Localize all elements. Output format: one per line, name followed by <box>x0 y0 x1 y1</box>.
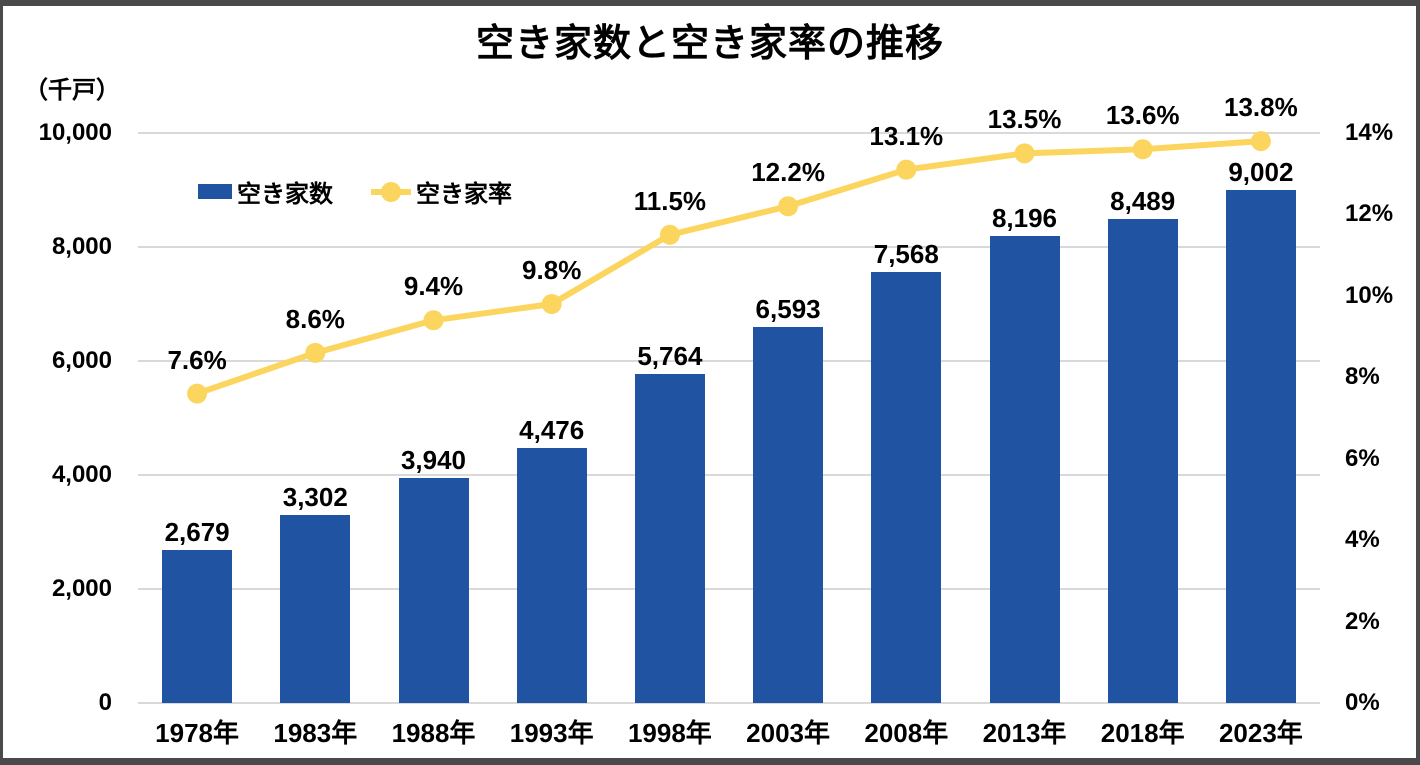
line-point <box>1132 139 1153 160</box>
bar <box>1225 189 1296 703</box>
legend-label-vacancy-rate: 空き家率 <box>416 181 512 208</box>
bar-value-label: 2,679 <box>164 517 230 548</box>
legend-item-vacancy-rate: 空き家率 <box>371 174 512 209</box>
y-axis-tick-label-left: 0 <box>98 689 112 716</box>
x-axis-tick-label: 2003年 <box>746 718 831 748</box>
line-point <box>187 383 208 404</box>
legend-item-vacant-count: 空き家数 <box>198 174 333 209</box>
legend: 空き家数 空き家率 <box>198 174 512 209</box>
chart-title: 空き家数と空き家率の推移 <box>475 23 944 65</box>
line-point-label: 12.2% <box>751 157 825 188</box>
bar-value-label: 7,568 <box>873 238 939 269</box>
y-axis-tick-label-left: 8,000 <box>51 233 112 260</box>
line-point-label: 9.8% <box>522 255 582 285</box>
bar-value-label: 6,593 <box>755 294 821 325</box>
line-point-label: 13.8% <box>1224 92 1298 123</box>
y-axis-tick-label-left: 4,000 <box>51 461 112 488</box>
bar <box>753 327 824 703</box>
plot-area: 2,679 3,302 3,940 4,476 5,764 6,593 7,568 8,196… <box>138 93 1320 704</box>
y-axis-tick-label-right: 4% <box>1345 526 1380 554</box>
grid-line <box>138 588 1320 590</box>
x-axis-tick-label: 2018年 <box>1100 718 1185 748</box>
line-point <box>659 224 680 245</box>
bar <box>989 235 1060 703</box>
line-point <box>1250 131 1271 152</box>
y-axis-tick-label-left: 2,000 <box>51 575 112 602</box>
x-axis-tick-label: 2023年 <box>1218 718 1303 748</box>
line-point <box>896 159 917 180</box>
line-series <box>187 131 1271 404</box>
bar-value-label: 8,489 <box>1110 186 1176 217</box>
bar <box>280 514 351 703</box>
line-point <box>778 196 799 217</box>
line-point <box>541 294 562 314</box>
line-point-label: 13.5% <box>987 104 1062 135</box>
bar <box>162 550 233 703</box>
bar-value-label: 3,302 <box>282 481 348 512</box>
y-axis-tick-label-right: 6% <box>1345 444 1380 472</box>
line-point-label: 7.6% <box>167 344 227 375</box>
line-point-label: 9.4% <box>403 271 464 302</box>
grid-line <box>138 702 1320 704</box>
y-axis-tick-label-left: 10,000 <box>38 119 112 146</box>
bar-value-label: 9,002 <box>1228 156 1294 187</box>
x-axis-tick-label: 1988年 <box>391 718 476 748</box>
bar-value-label: 8,196 <box>991 202 1058 233</box>
line-path <box>194 138 1264 397</box>
x-axis-tick-label: 1993年 <box>509 718 594 748</box>
grid-line <box>138 474 1320 476</box>
x-axis-tick-label: 1998年 <box>627 718 712 748</box>
x-axis-tick-label: 2013年 <box>982 718 1067 748</box>
grid-line <box>138 360 1320 362</box>
bar <box>634 374 705 703</box>
y-axis-tick-label-right: 0% <box>1345 689 1380 716</box>
bar-value-label: 5,764 <box>637 341 703 372</box>
bar-value-label: 3,940 <box>400 445 467 476</box>
y-axis-tick-label-right: 8% <box>1345 363 1380 391</box>
grid-line <box>138 132 1320 134</box>
line-point-label: 11.5% <box>633 185 707 216</box>
bar <box>1107 219 1178 703</box>
left-axis-unit-label: （千戸） <box>24 77 120 104</box>
line-point <box>305 342 326 363</box>
line-point <box>1014 143 1035 164</box>
legend-label-vacant-count: 空き家数 <box>237 181 333 208</box>
x-axis-tick-label: 1983年 <box>273 718 358 748</box>
line-point <box>423 310 444 331</box>
x-axis-tick-label: 1978年 <box>155 718 240 748</box>
legend-line-swatch-icon <box>371 181 411 202</box>
x-axis-tick-label: 2008年 <box>864 718 949 748</box>
grid-line <box>138 246 1320 248</box>
line-point-label: 13.6% <box>1105 100 1180 131</box>
y-axis-tick-label-right: 2% <box>1345 607 1380 635</box>
y-axis-tick-label-left: 6,000 <box>51 347 112 374</box>
y-axis-tick-label-right: 12% <box>1345 200 1394 228</box>
y-axis-tick-label-right: 14% <box>1345 119 1394 146</box>
legend-bar-swatch-icon <box>198 184 232 199</box>
line-point-label: 8.6% <box>285 303 345 334</box>
y-axis-tick-label-right: 10% <box>1345 281 1394 309</box>
bar <box>871 271 942 703</box>
bar <box>398 478 469 703</box>
line-point-label: 13.1% <box>869 120 944 151</box>
legend-line-dot-icon <box>381 181 401 202</box>
bar <box>516 447 587 703</box>
bar-value-label: 4,476 <box>519 414 585 445</box>
